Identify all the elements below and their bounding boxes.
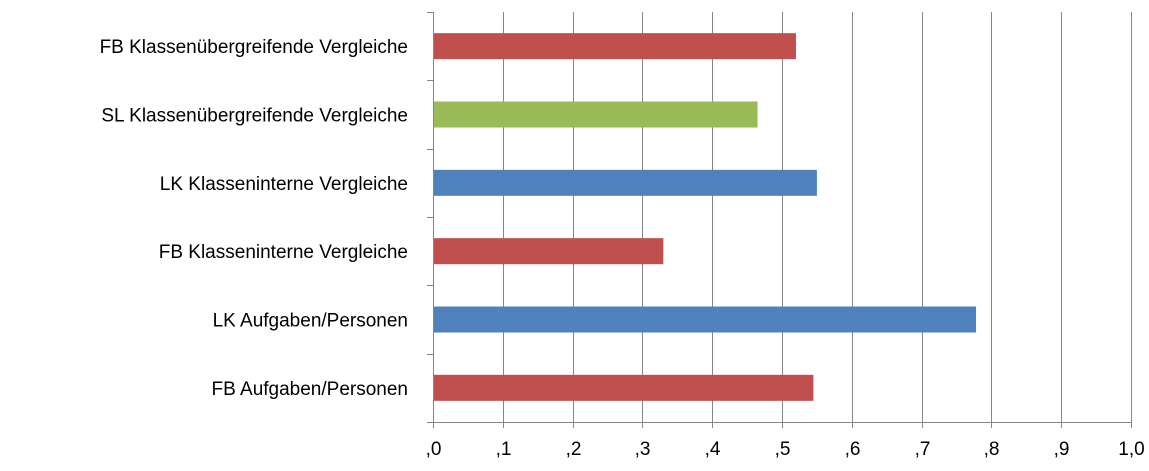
x-tick-label: ,1	[496, 439, 512, 460]
bar	[434, 33, 796, 60]
bars	[434, 33, 977, 401]
bar	[434, 238, 664, 265]
category-label: FB Aufgaben/Personen	[212, 379, 408, 400]
x-tick-label: ,9	[1054, 439, 1070, 460]
category-label: FB Klasseninterne Vergleiche	[159, 242, 408, 263]
category-label: LK Klasseninterne Vergleiche	[160, 174, 408, 195]
x-tick-label: ,0	[426, 439, 442, 460]
bar	[434, 374, 814, 401]
category-label: FB Klassenübergreifende Vergleiche	[100, 37, 408, 58]
category-label: SL Klassenübergreifende Vergleiche	[101, 106, 408, 127]
x-tick-label: ,2	[566, 439, 582, 460]
x-tick-label: ,6	[845, 439, 861, 460]
x-tick-label: 1,0	[1118, 439, 1144, 460]
x-tick-label: ,3	[635, 439, 651, 460]
category-label: LK Aufgaben/Personen	[213, 311, 408, 332]
x-tick-label: ,5	[775, 439, 791, 460]
category-labels: FB Klassenübergreifende Vergleiche SL Kla…	[100, 37, 408, 400]
x-tick-label: ,8	[984, 439, 1000, 460]
x-tick-label: ,7	[915, 439, 931, 460]
x-tick-label: ,4	[705, 439, 721, 460]
axes	[427, 12, 1132, 428]
x-tick-labels: ,0 ,1 ,2 ,3 ,4 ,5 ,6 ,7 ,8 ,9 1,0	[426, 439, 1145, 460]
bar	[434, 169, 817, 196]
bar	[434, 306, 977, 333]
bar	[434, 101, 758, 128]
gridlines	[503, 12, 1132, 422]
